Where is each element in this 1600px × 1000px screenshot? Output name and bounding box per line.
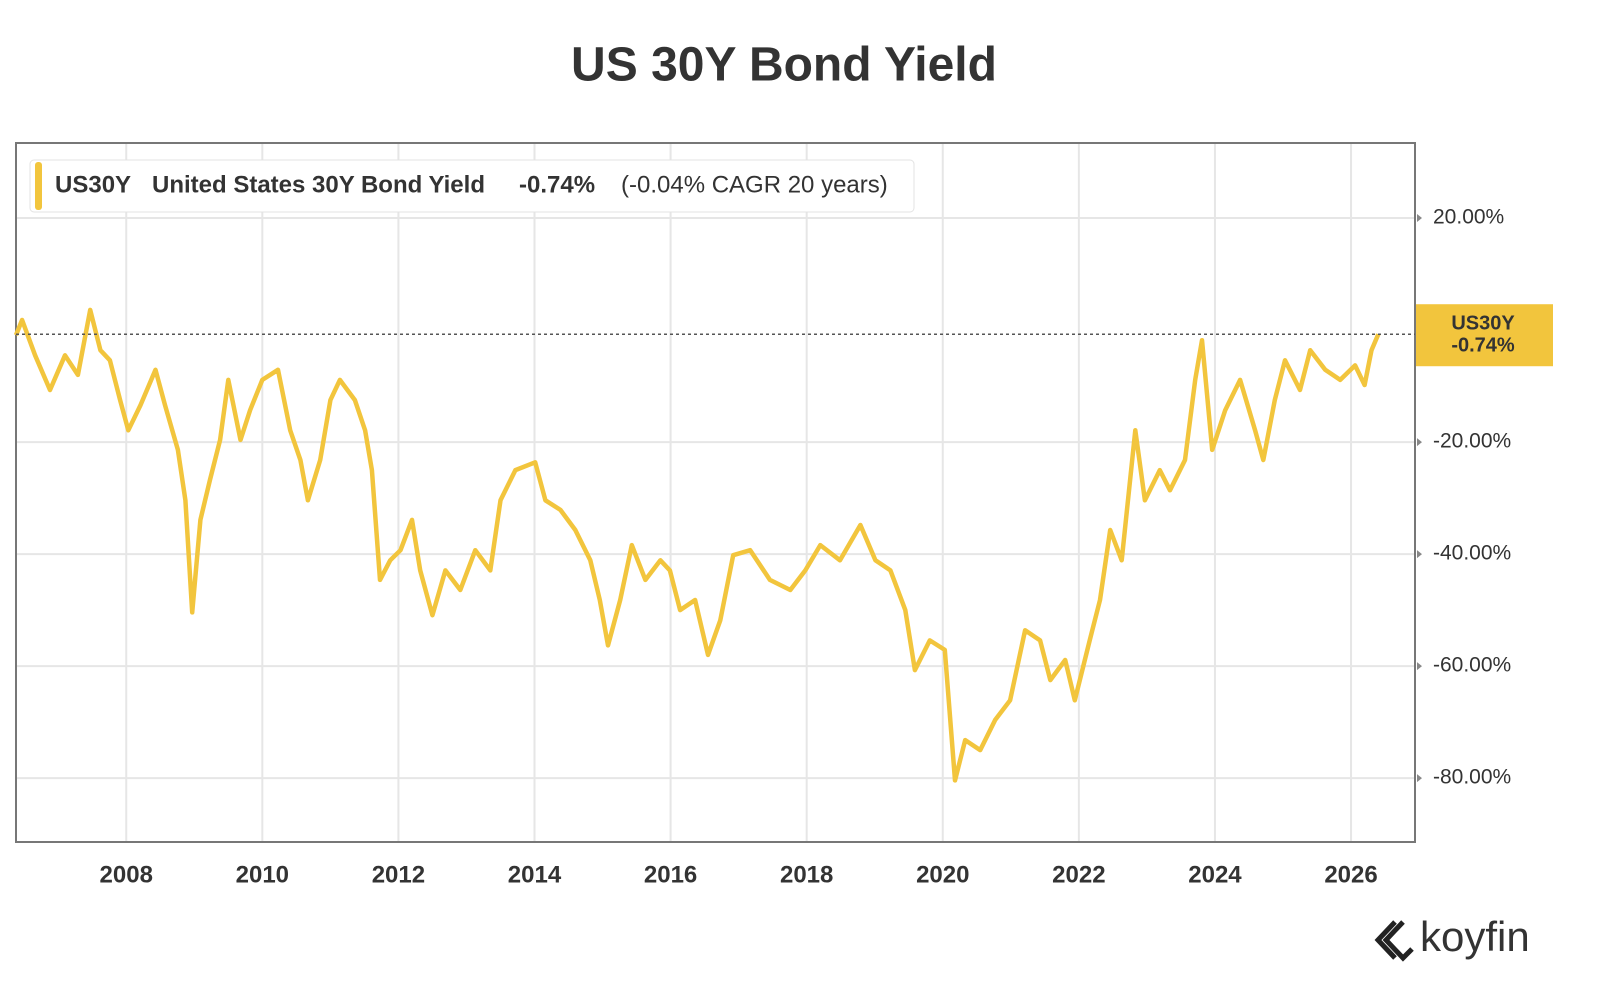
legend-text: (-0.04% CAGR 20 years) [621, 171, 888, 198]
brand-logo [1374, 920, 1414, 962]
plot-frame [15, 142, 1416, 843]
x-tick-label: 2024 [1188, 861, 1242, 888]
x-tick-label: 2020 [916, 861, 969, 888]
y-tick-mark [1417, 662, 1422, 671]
legend-text: -0.74% [519, 171, 595, 198]
chart-title: US 30Y Bond Yield [571, 39, 997, 92]
x-tick-label: 2010 [236, 861, 289, 888]
last-value-badge [1416, 304, 1553, 367]
x-tick-label: 2018 [780, 861, 833, 888]
y-tick-label: -80.00% [1433, 766, 1511, 789]
legend-swatch [35, 162, 42, 210]
x-tick-label: 2026 [1324, 861, 1377, 888]
brand-name: koyfin [1420, 913, 1530, 960]
x-tick-label: 2014 [508, 861, 562, 888]
x-tick-label: 2016 [644, 861, 697, 888]
legend-text: United States 30Y Bond Yield [152, 171, 485, 198]
badge-ticker: US30Y [1451, 312, 1515, 334]
y-tick-mark [1417, 774, 1422, 783]
y-tick-label: -20.00% [1433, 430, 1511, 453]
line [13, 307, 1381, 783]
y-tick-label: -60.00% [1433, 654, 1511, 677]
y-tick-label: 20.00% [1433, 206, 1504, 229]
y-tick-mark [1417, 438, 1422, 447]
x-tick-label: 2022 [1052, 861, 1105, 888]
y-tick-mark [1417, 214, 1422, 223]
legend-box [29, 159, 915, 213]
legend-text: US30Y [55, 171, 131, 198]
x-tick-label: 2008 [100, 861, 153, 888]
badge-value: -0.74% [1451, 334, 1515, 356]
y-tick-mark [1417, 550, 1422, 559]
y-tick-label: -40.00% [1433, 542, 1511, 565]
x-tick-label: 2012 [372, 861, 425, 888]
